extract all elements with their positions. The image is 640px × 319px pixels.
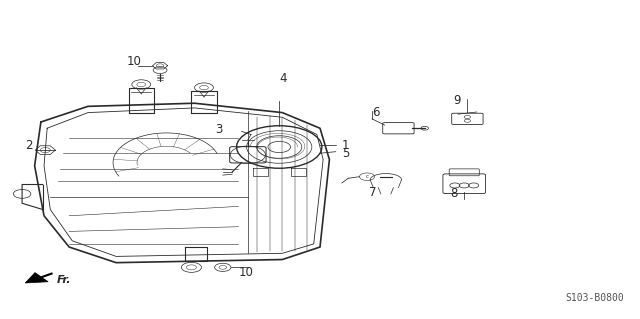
Text: c: c [365,174,369,179]
Text: 8: 8 [451,187,458,200]
Text: 7: 7 [369,186,376,199]
Text: 3: 3 [216,123,223,136]
Text: 6: 6 [372,106,380,119]
Text: 4: 4 [279,72,287,85]
Text: 5: 5 [342,147,349,160]
Text: S103-B0800: S103-B0800 [566,293,624,303]
Text: 10: 10 [239,265,253,278]
Text: 9: 9 [454,93,461,107]
Text: 2: 2 [25,139,33,152]
Polygon shape [25,273,48,283]
Text: 1: 1 [342,139,349,152]
Text: Fr.: Fr. [56,275,71,285]
Text: 10: 10 [126,55,141,68]
